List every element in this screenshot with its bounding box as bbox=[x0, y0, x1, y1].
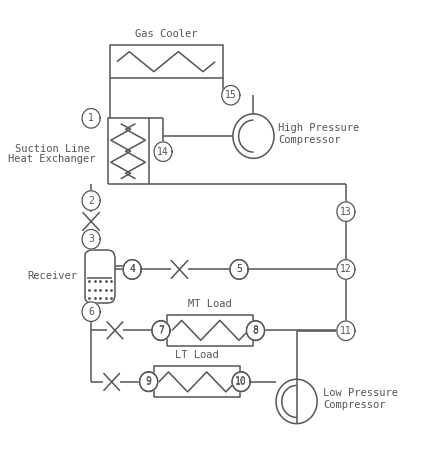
Text: 7: 7 bbox=[158, 325, 164, 335]
Polygon shape bbox=[123, 260, 141, 279]
Polygon shape bbox=[82, 108, 100, 128]
Text: Receiver: Receiver bbox=[27, 271, 77, 281]
Polygon shape bbox=[246, 320, 264, 340]
Text: High Pressure: High Pressure bbox=[277, 123, 358, 133]
Text: 9: 9 bbox=[145, 377, 151, 387]
Text: Heat Exchanger: Heat Exchanger bbox=[8, 154, 95, 164]
Text: 5: 5 bbox=[236, 265, 241, 274]
Polygon shape bbox=[151, 321, 170, 341]
Polygon shape bbox=[232, 372, 250, 391]
Text: LT Load: LT Load bbox=[175, 350, 218, 360]
Text: MT Load: MT Load bbox=[188, 299, 232, 309]
Text: 7: 7 bbox=[158, 326, 164, 336]
Polygon shape bbox=[230, 260, 247, 279]
Text: 12: 12 bbox=[339, 265, 351, 274]
Text: Compressor: Compressor bbox=[322, 400, 385, 410]
Text: 8: 8 bbox=[252, 326, 258, 336]
Text: 10: 10 bbox=[235, 377, 247, 387]
Text: 8: 8 bbox=[252, 325, 258, 335]
Text: 15: 15 bbox=[224, 90, 236, 100]
Text: 14: 14 bbox=[157, 147, 168, 157]
Text: 4: 4 bbox=[129, 265, 135, 274]
Text: Suction Line: Suction Line bbox=[14, 144, 89, 154]
Text: 9: 9 bbox=[145, 377, 151, 387]
Text: 3: 3 bbox=[88, 234, 94, 244]
Polygon shape bbox=[151, 320, 170, 340]
Polygon shape bbox=[221, 86, 239, 105]
Text: 1: 1 bbox=[88, 113, 94, 123]
Text: 5: 5 bbox=[236, 265, 241, 274]
Polygon shape bbox=[154, 142, 172, 162]
Polygon shape bbox=[139, 372, 158, 391]
Polygon shape bbox=[246, 321, 264, 341]
Polygon shape bbox=[139, 372, 158, 392]
Text: 10: 10 bbox=[235, 377, 247, 387]
Text: Compressor: Compressor bbox=[277, 135, 340, 144]
Text: 6: 6 bbox=[88, 306, 94, 317]
Text: 4: 4 bbox=[129, 265, 135, 274]
Polygon shape bbox=[82, 191, 100, 210]
Text: 11: 11 bbox=[339, 326, 351, 336]
Polygon shape bbox=[336, 321, 354, 341]
Polygon shape bbox=[82, 230, 100, 249]
Polygon shape bbox=[230, 260, 247, 279]
Text: 13: 13 bbox=[339, 207, 351, 216]
Polygon shape bbox=[336, 260, 354, 279]
Polygon shape bbox=[336, 202, 354, 221]
Text: 2: 2 bbox=[88, 196, 94, 206]
Text: Gas Cooler: Gas Cooler bbox=[135, 29, 197, 39]
Polygon shape bbox=[82, 302, 100, 321]
Polygon shape bbox=[123, 260, 141, 279]
Polygon shape bbox=[232, 372, 250, 392]
Text: Low Pressure: Low Pressure bbox=[322, 388, 398, 398]
